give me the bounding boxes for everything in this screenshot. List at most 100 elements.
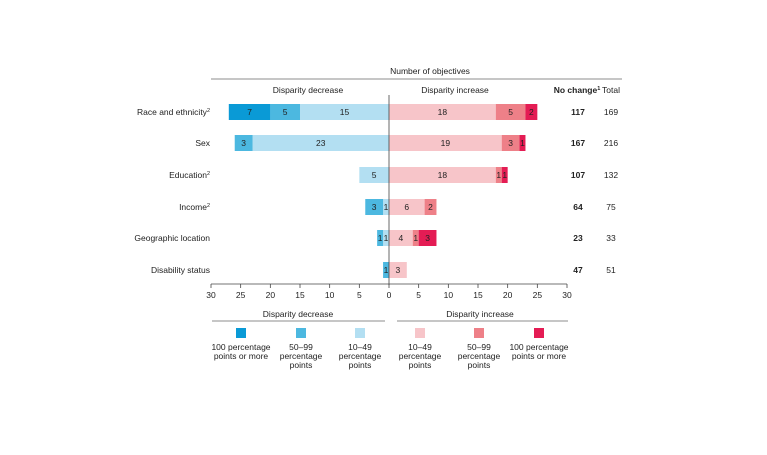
legend-increase-title: Disparity increase	[446, 309, 514, 319]
x-axis: 30 25 20 15 10 5 0 5 10 15 20 25 30	[206, 283, 572, 300]
increase-header: Disparity increase	[421, 85, 489, 95]
bar-label-d10: 5	[372, 170, 377, 180]
total-header: Total	[602, 85, 620, 95]
bar-label-i10: 6	[404, 202, 409, 212]
bar-i100	[525, 104, 538, 120]
no-change-value: 23	[573, 233, 583, 243]
bar-d50	[377, 230, 384, 246]
bar-label-d10: 1	[384, 202, 389, 212]
bar-i50	[424, 199, 437, 215]
bar-label-i10: 18	[438, 107, 448, 117]
no-change-value: 47	[573, 265, 583, 275]
total-value: 169	[604, 107, 618, 117]
bar-label-i50: 5	[508, 107, 513, 117]
category-label: Race and ethnicity2	[137, 107, 210, 117]
legend-label-i100: 100 percentage	[509, 342, 568, 352]
legend-label-i50: 50–99	[467, 342, 491, 352]
bar-d10	[383, 230, 389, 246]
bar-d50	[270, 104, 300, 120]
bar-d100	[228, 104, 271, 120]
bar-label-i10: 4	[398, 233, 403, 243]
x-tick-label: 30	[562, 290, 572, 300]
bar-d10	[252, 135, 389, 151]
bar-i10	[389, 262, 407, 278]
x-tick-label: 25	[533, 290, 543, 300]
legend-swatch-d100	[236, 328, 246, 338]
x-tick-label: 5	[416, 290, 421, 300]
bar-d10	[383, 199, 389, 215]
no-change-value: 117	[571, 107, 585, 117]
bar-label-i10: 19	[441, 138, 451, 148]
bar-label-d10: 23	[316, 138, 326, 148]
decrease-header: Disparity decrease	[273, 85, 344, 95]
bar-i10	[389, 135, 502, 151]
total-value: 33	[606, 233, 616, 243]
bar-i10	[389, 199, 425, 215]
bar-d50	[365, 199, 384, 215]
bar-label-d50: 1	[378, 233, 383, 243]
category-label: Education2	[169, 170, 210, 180]
legend-label-d10: 10–49	[348, 342, 372, 352]
x-tick-label: 10	[325, 290, 335, 300]
legend-label-d100: 100 percentage	[211, 342, 270, 352]
legend-label-i10: 10–49	[408, 342, 432, 352]
bar-d10	[359, 167, 389, 183]
bar-d50	[383, 262, 389, 278]
bar-label-i50: 3	[508, 138, 513, 148]
bar-label-d50: 1	[384, 265, 389, 275]
legend: Disparity decrease Disparity increase 10…	[211, 309, 568, 370]
legend-label-i100: points or more	[512, 351, 567, 361]
legend-swatch-i10	[415, 328, 425, 338]
category-label: Income2	[179, 202, 210, 212]
bar-d50	[234, 135, 253, 151]
x-tick-label: 15	[473, 290, 483, 300]
category-label: Disability status	[151, 265, 210, 275]
no-change-value: 64	[573, 202, 583, 212]
bar-i100	[418, 230, 437, 246]
no-change-value: 107	[571, 170, 585, 180]
total-value: 75	[606, 202, 616, 212]
total-value: 216	[604, 138, 618, 148]
total-value: 132	[604, 170, 618, 180]
bar-label-d10: 1	[384, 233, 389, 243]
bar-label-d50: 3	[241, 138, 246, 148]
legend-label-i50: percentage	[458, 351, 501, 361]
bar-label-i50: 1	[413, 233, 418, 243]
bar-i10	[389, 230, 413, 246]
bar-i100	[519, 135, 526, 151]
legend-label-d100: points or more	[214, 351, 269, 361]
category-label: Geographic location	[134, 233, 210, 243]
bar-i50	[412, 230, 419, 246]
x-tick-label: 25	[236, 290, 246, 300]
legend-label-d10: percentage	[339, 351, 382, 361]
legend-label-d50: percentage	[280, 351, 323, 361]
legend-label-i50: points	[468, 360, 491, 370]
bar-i50	[495, 167, 502, 183]
bar-label-d50: 3	[372, 202, 377, 212]
x-tick-label: 20	[503, 290, 513, 300]
legend-swatch-d50	[296, 328, 306, 338]
bar-i10	[389, 104, 496, 120]
bar-label-i100: 1	[520, 138, 525, 148]
category-label: Sex	[195, 138, 210, 148]
bar-label-i50: 2	[428, 202, 433, 212]
legend-swatch-d10	[355, 328, 365, 338]
bar-d10	[300, 104, 389, 120]
bar-label-i10: 3	[396, 265, 401, 275]
x-tick-label: 0	[387, 290, 392, 300]
bar-label-i100: 1	[502, 170, 507, 180]
legend-swatch-i100	[534, 328, 544, 338]
bar-label-i100: 3	[425, 233, 430, 243]
bar-label-d100: 7	[247, 107, 252, 117]
bar-i10	[389, 167, 496, 183]
x-tick-label: 15	[295, 290, 305, 300]
bar-i50	[495, 104, 526, 120]
x-tick-label: 20	[266, 290, 276, 300]
bar-i100	[501, 167, 508, 183]
bar-label-d50: 5	[283, 107, 288, 117]
legend-label-i10: points	[409, 360, 432, 370]
total-value: 51	[606, 265, 616, 275]
x-tick-label: 5	[357, 290, 362, 300]
